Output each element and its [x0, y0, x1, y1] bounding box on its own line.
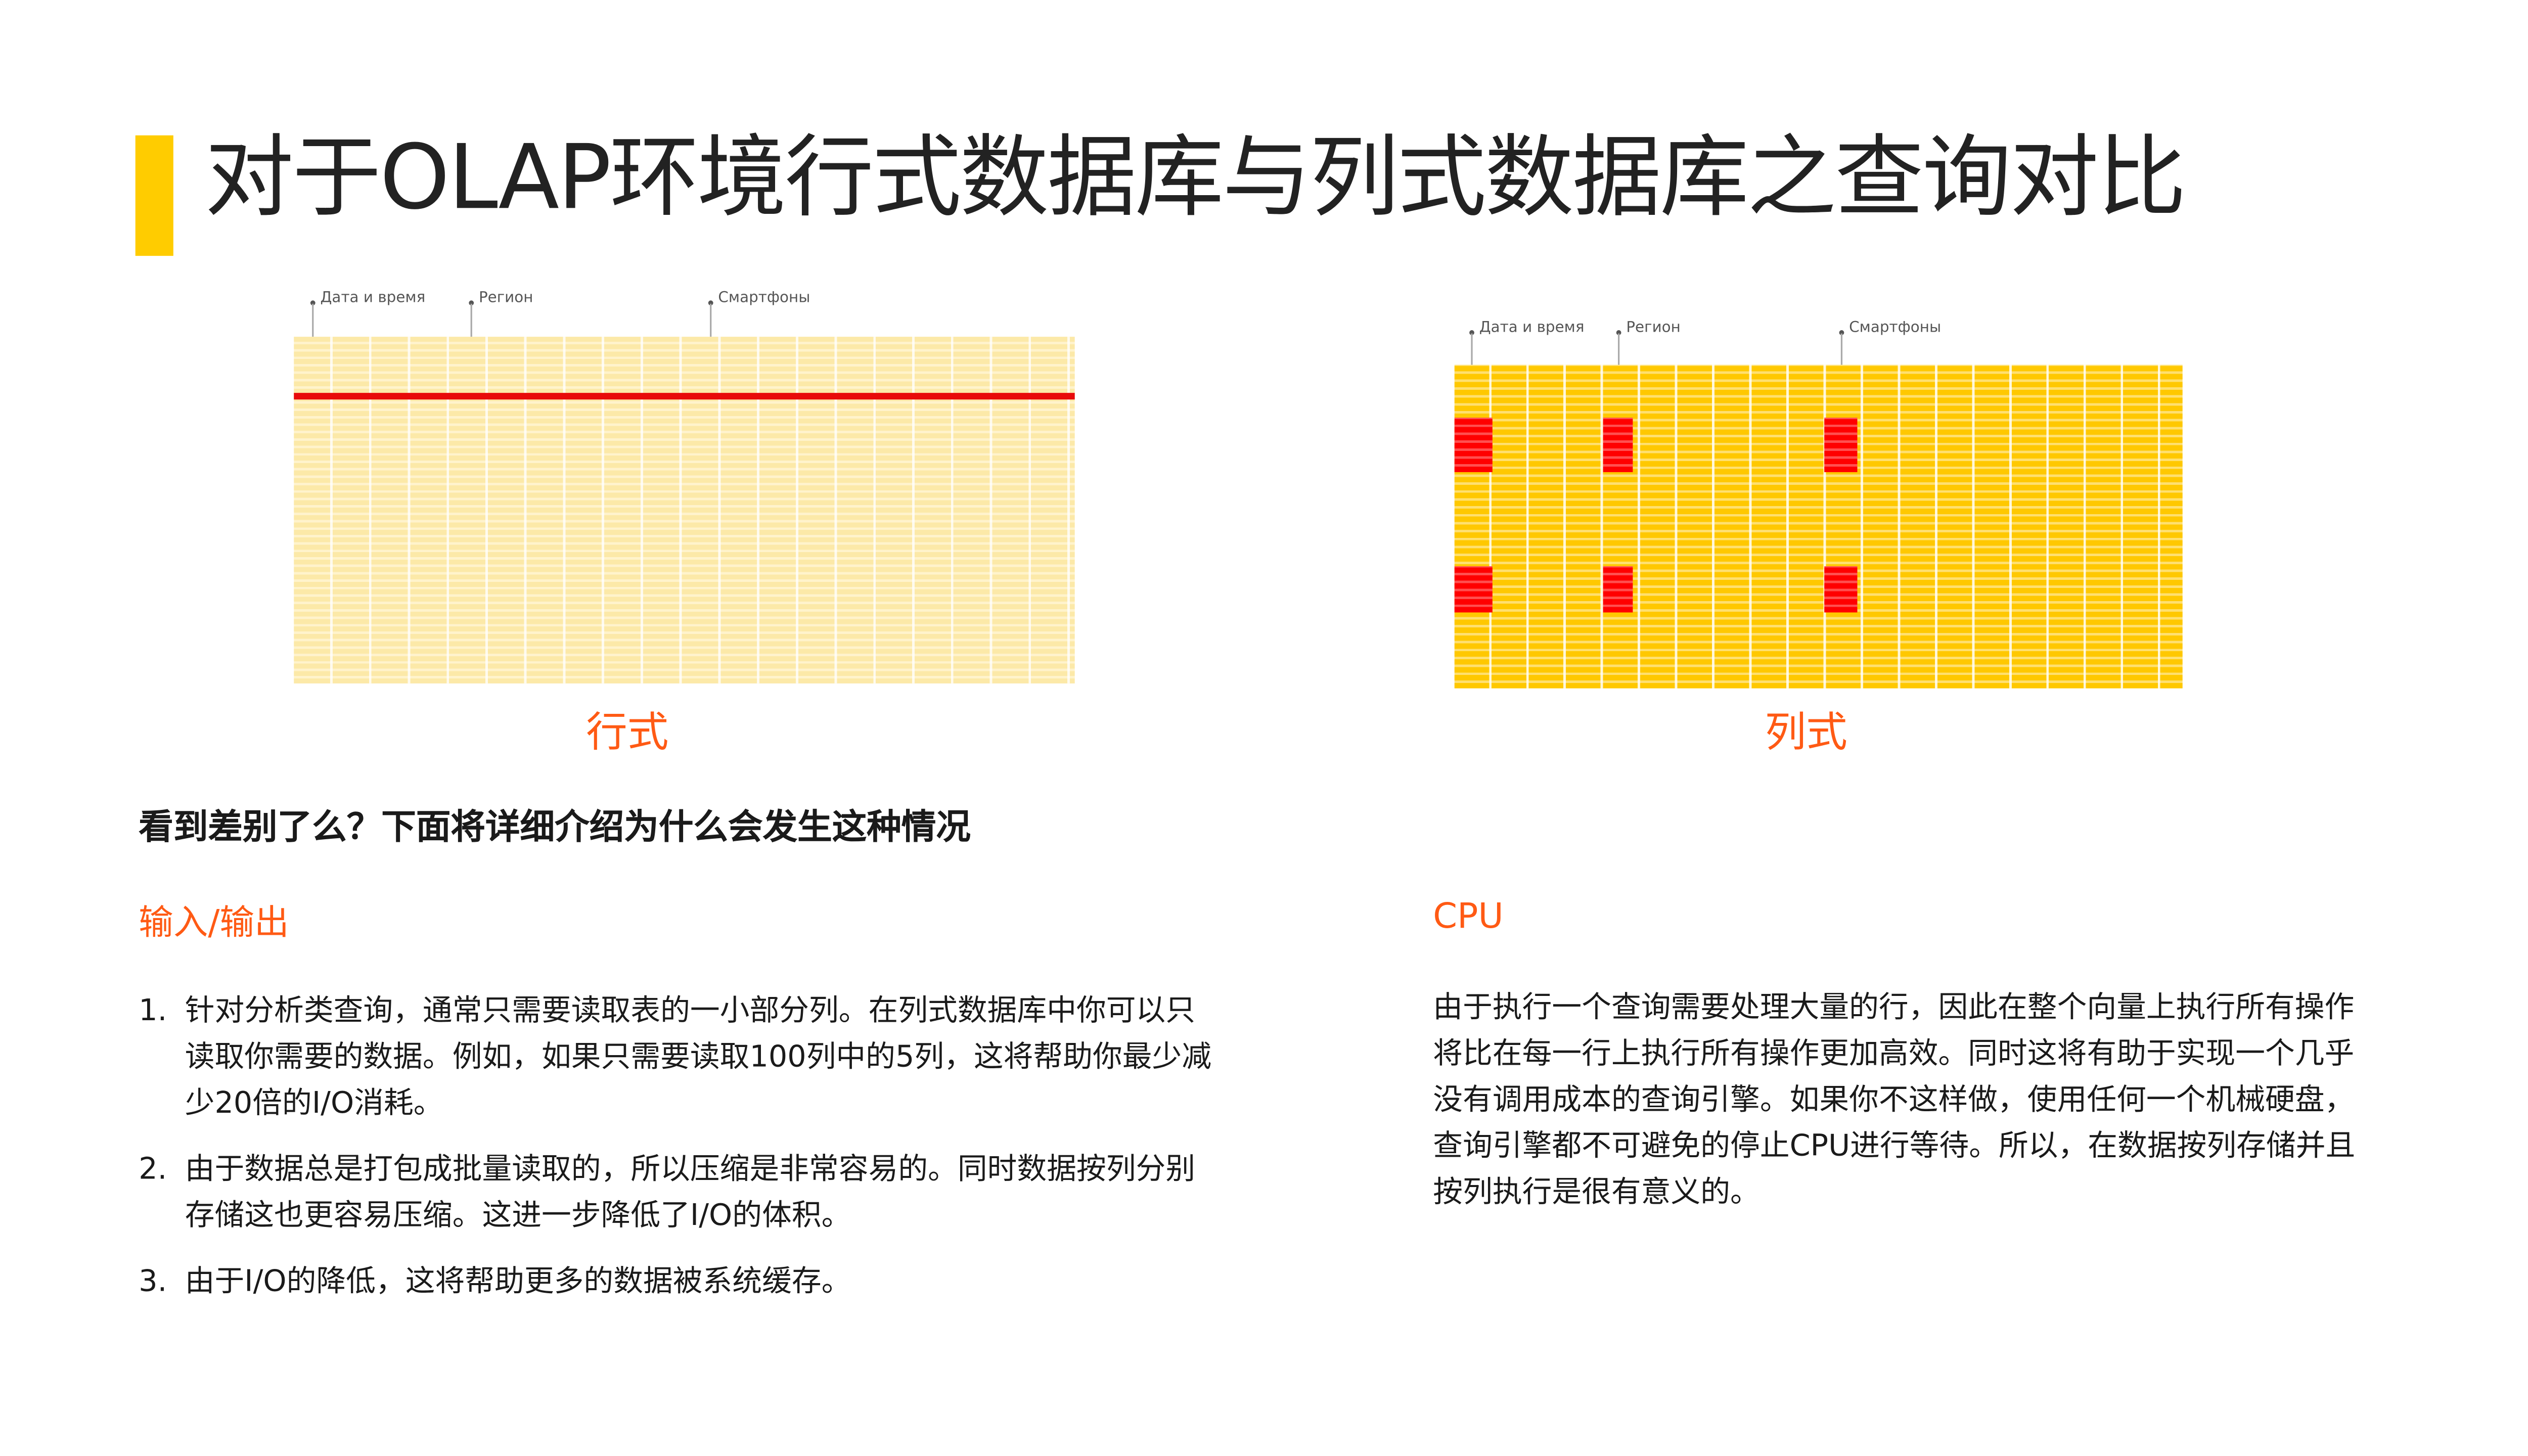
label-dot: [708, 300, 713, 306]
paragraph-line: 由于执行一个查询需要处理大量的行，因此在整个向量上执行所有操作: [1433, 990, 2355, 1025]
row-label-smartphones: Смартфоны: [718, 290, 810, 307]
list-item-line: 少20倍的I/O消耗。: [185, 1086, 443, 1121]
slide-title: 对于OLAP环境行式数据库与列式数据库之查询对比: [204, 125, 2186, 230]
subheading: 看到差别了么？下面将详细介绍为什么会发生这种情况: [139, 807, 971, 847]
row-label-datetime: Дата и время: [320, 290, 426, 307]
label-tick: [710, 303, 712, 337]
cpu-heading: CPU: [1433, 896, 1504, 936]
label-tick: [1471, 333, 1473, 365]
label-dot: [1839, 330, 1844, 335]
list-number: 2.: [139, 1152, 167, 1187]
label-dot: [469, 300, 474, 306]
selected-cell-block: [1824, 566, 1858, 613]
selected-cell-block: [1603, 566, 1633, 613]
list-number: 1.: [139, 993, 167, 1029]
label-dot: [1616, 330, 1621, 335]
column-store-caption: 列式: [1765, 708, 1847, 756]
list-item-line: 读取你需要的数据。例如，如果只需要读取100列中的5列，这将帮助你最少减: [185, 1040, 1212, 1075]
title-accent-bar: [135, 135, 173, 256]
paragraph-line: 将比在每一行上执行所有操作更加高效。同时这将有助于实现一个几乎: [1433, 1036, 2355, 1072]
io-heading: 输入/输出: [139, 903, 289, 943]
label-tick: [1618, 333, 1620, 365]
selected-cell-block: [1454, 418, 1493, 472]
list-item-line: 针对分析类查询，通常只需要读取表的一小部分列。在列式数据库中你可以只: [185, 993, 1196, 1029]
row-label-region: Регион: [478, 290, 533, 307]
selected-cell-block: [1824, 418, 1858, 472]
selected-cell-block: [1454, 566, 1493, 613]
label-tick: [1840, 333, 1843, 365]
col-label-datetime: Дата и время: [1479, 320, 1585, 337]
label-tick: [470, 303, 472, 337]
row-store-grid: [294, 337, 1075, 684]
label-tick: [312, 303, 314, 337]
paragraph-line: 没有调用成本的查询引擎。如果你不这样做，使用任何一个机械硬盘，: [1433, 1083, 2355, 1118]
paragraph-line: 查询引擎都不可避免的停止CPU进行等待。所以，在数据按列存储并且: [1433, 1129, 2356, 1164]
label-dot: [310, 300, 315, 306]
row-selected-row: [294, 393, 1075, 400]
row-store-caption: 行式: [586, 708, 669, 756]
column-store-grid: [1454, 365, 2183, 689]
col-label-smartphones: Смартфоны: [1849, 320, 1942, 337]
list-item-line: 存储这也更容易压缩。这进一步降低了I/O的体积。: [185, 1198, 851, 1234]
paragraph-line: 按列执行是很有意义的。: [1433, 1175, 1760, 1210]
list-item-line: 由于数据总是打包成批量读取的，所以压缩是非常容易的。同时数据按列分别: [185, 1152, 1196, 1187]
list-item-line: 由于I/O的降低，这将帮助更多的数据被系统缓存。: [185, 1264, 851, 1299]
col-label-region: Регион: [1626, 320, 1681, 337]
label-dot: [1469, 330, 1474, 335]
list-number: 3.: [139, 1264, 167, 1299]
selected-cell-block: [1603, 418, 1633, 472]
